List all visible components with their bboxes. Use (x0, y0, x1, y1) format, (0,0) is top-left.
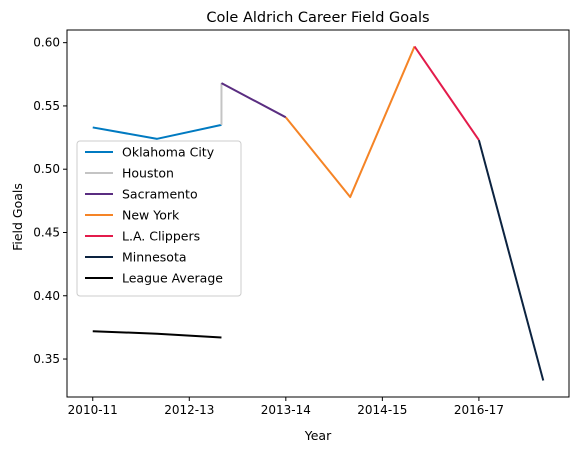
series-line-2 (220, 82, 287, 119)
y-tick-label: 0.35 (33, 352, 60, 366)
axis-ticks: 2010-11 2012-13 2013-14 2014-15 2016-17 0.35 0… (33, 36, 504, 417)
series-line-3 (285, 46, 416, 199)
legend-box (76, 140, 242, 297)
series-line-5 (477, 139, 545, 381)
y-tick-label: 0.50 (33, 162, 60, 176)
plot-area-frame (66, 29, 570, 398)
x-tick-label: 2012-13 (164, 403, 214, 417)
series-line-0 (92, 123, 222, 140)
chart-title: Cole Aldrich Career Field Goals (206, 10, 429, 26)
series-line-6 (92, 330, 222, 339)
y-tick-label: 0.45 (33, 225, 60, 239)
x-tick-label: 2013-14 (261, 403, 311, 417)
x-tick-label: 2016-17 (454, 403, 504, 417)
legend-label: Oklahoma City (122, 145, 215, 160)
series-layer (92, 45, 545, 381)
x-tick-label: 2014-15 (357, 403, 407, 417)
legend-label: Houston (122, 166, 174, 181)
legend-label: Sacramento (122, 187, 198, 202)
y-tick-label: 0.60 (33, 36, 60, 50)
y-tick-label: 0.40 (33, 289, 60, 303)
legend-label: Minnesota (122, 250, 187, 265)
x-tick-label: 2010-11 (68, 403, 118, 417)
legend-label: New York (122, 208, 180, 223)
y-axis-label: Field Goals (10, 183, 25, 251)
legend: Oklahoma City Houston Sacramento New York L.… (76, 140, 242, 297)
legend-label: League Average (122, 271, 223, 286)
legend-label: L.A. Clippers (122, 229, 200, 244)
x-axis-label: Year (304, 428, 332, 443)
series-line-4 (413, 45, 480, 141)
y-tick-label: 0.55 (33, 99, 60, 113)
